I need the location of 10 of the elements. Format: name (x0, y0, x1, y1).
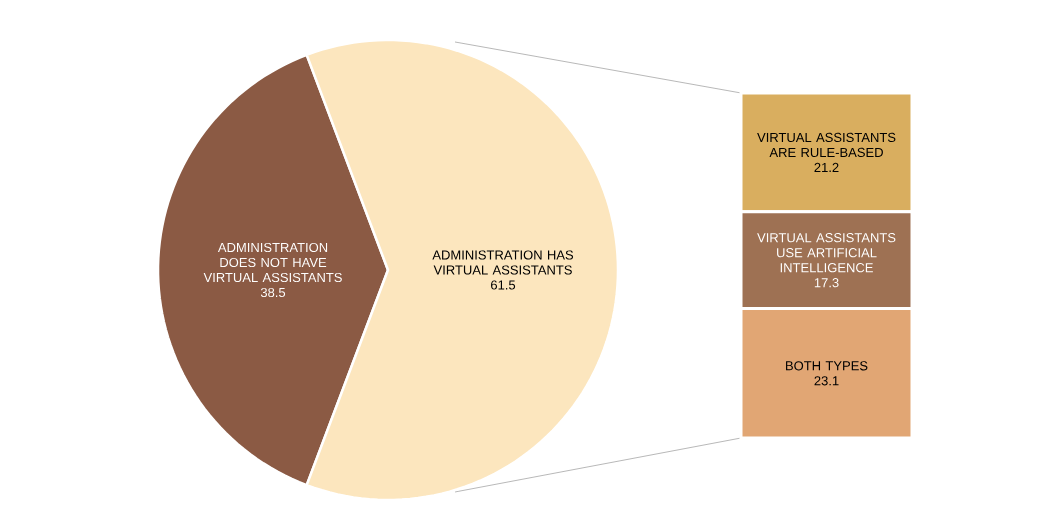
series-label: VIRTUAL ASSISTANTS ARE RULE-BASED (757, 132, 896, 158)
series-label: VIRTUAL ASSISTANTS USE ARTIFICIAL INTELLIGENCE (757, 233, 896, 273)
slice-label: ADMINISTRATION HAS VIRTUAL ASSISTANTS (432, 250, 574, 275)
data-label: 23.1 (814, 376, 839, 386)
series-label: BOTH TYPES (786, 361, 868, 371)
slice-label: ADMINISTRATION DOES NOT HAVE VIRTUAL ASSISTANTS (203, 242, 342, 283)
data-label: 61.5 (491, 280, 516, 290)
data-label: 17.3 (814, 278, 839, 288)
data-label: 38.5 (260, 287, 286, 298)
data-label: 21.2 (814, 162, 839, 172)
